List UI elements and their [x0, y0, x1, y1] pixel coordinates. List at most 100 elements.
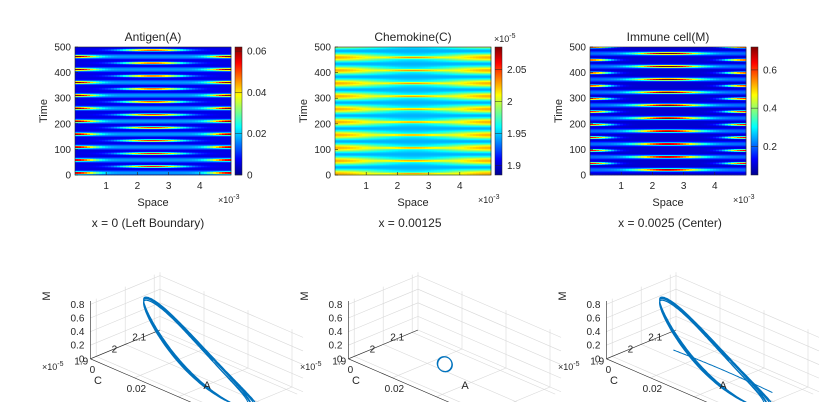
heatmap-cell [171, 88, 175, 90]
heatmap-cell [84, 78, 88, 80]
heatmap-cell [222, 99, 226, 101]
heatmap-cell [228, 77, 232, 79]
heatmap-cell [192, 51, 196, 53]
heatmap-cell [210, 61, 214, 63]
heatmap-cell [93, 107, 97, 109]
heatmap-cell [153, 85, 157, 87]
heatmap-cell [87, 87, 91, 89]
heatmap-cell [108, 62, 112, 64]
heatmap-cell [117, 84, 121, 86]
heatmap-cell [87, 67, 91, 69]
heatmap-cell [162, 85, 166, 87]
heatmap-cell [213, 87, 217, 89]
heatmap-cell [138, 72, 142, 74]
heatmap-cell [84, 109, 88, 111]
heatmap-cell [87, 83, 91, 85]
heatmap-cell [117, 116, 121, 118]
heatmap-cell [189, 50, 193, 52]
heatmap-cell [102, 55, 106, 57]
heatmap-cell [81, 77, 85, 79]
heatmap-cell [138, 89, 142, 91]
heatmap-cell [141, 83, 145, 85]
heatmap-cell [138, 111, 142, 113]
heatmap-cell [144, 91, 148, 93]
heatmap-cell [78, 65, 82, 67]
heatmap-cell [207, 84, 211, 86]
heatmap-cell [153, 115, 157, 117]
heatmap-cell [81, 73, 85, 75]
heatmap-cell [225, 102, 229, 104]
heatmap-cell [168, 86, 172, 88]
heatmap-cell [108, 93, 112, 95]
heatmap-cell [171, 110, 175, 112]
heatmap-cell [147, 79, 151, 81]
heatmap-cell [81, 99, 85, 101]
heatmap-cell [225, 113, 229, 115]
heatmap-cell [195, 102, 199, 104]
heatmap-cell [99, 112, 103, 114]
heatmap-cell [138, 110, 142, 112]
heatmap-cell [99, 106, 103, 108]
heatmap-cell [90, 88, 94, 90]
heatmap-cell [216, 81, 220, 83]
heatmap-cell [204, 69, 208, 71]
heatmap-cell [174, 60, 178, 62]
heatmap-cell [114, 64, 118, 66]
heatmap-cell [147, 91, 151, 93]
heatmap-cell [207, 94, 211, 96]
heatmap-cell [75, 64, 79, 66]
heatmap-cell [195, 82, 199, 84]
heatmap-cell [105, 63, 109, 65]
heatmap-cell [111, 94, 115, 96]
heatmap-cell [102, 93, 106, 95]
heatmap-cell [207, 89, 211, 91]
heatmap-cell [111, 65, 115, 67]
heatmap-cell [78, 92, 82, 94]
heatmap-cell [195, 52, 199, 54]
heatmap-cell [201, 115, 205, 117]
heatmap-cell [171, 47, 175, 49]
heatmap-cell [222, 51, 226, 53]
heatmap-cell [207, 55, 211, 57]
heatmap-cell [204, 107, 208, 109]
heatmap-cell [153, 51, 157, 53]
heatmap-cell [213, 62, 217, 64]
heatmap-cell [90, 79, 94, 81]
heatmap-cell [150, 95, 154, 97]
heatmap-cell [204, 110, 208, 112]
heatmap-cell [168, 49, 172, 51]
heatmap-cell [213, 76, 217, 78]
heatmap-cell [126, 86, 130, 88]
heatmap-cell [129, 99, 133, 101]
heatmap-cell [135, 106, 139, 108]
heatmap-cell [81, 51, 85, 53]
heatmap-cell [120, 74, 124, 76]
heatmap-cell [225, 95, 229, 97]
heatmap-cell [75, 118, 79, 120]
heatmap-cell [90, 53, 94, 55]
heatmap-cell [114, 73, 118, 75]
heatmap-cell [198, 70, 202, 72]
heatmap-cell [102, 79, 106, 81]
heatmap-cell [156, 79, 160, 81]
heatmap-cell [189, 115, 193, 117]
heatmap-cell [132, 73, 136, 75]
heatmap-cell [75, 51, 79, 53]
heatmap-cell [219, 117, 223, 119]
heatmap-cell [195, 77, 199, 79]
heatmap-cell [96, 94, 100, 96]
heatmap-cell [225, 89, 229, 91]
heatmap-cell [171, 63, 175, 65]
heatmap-cell [144, 67, 148, 69]
heatmap-cell [132, 58, 136, 60]
heatmap-cell [177, 75, 181, 77]
heatmap-cell [159, 86, 163, 88]
heatmap-cell [153, 111, 157, 113]
heatmap-cell [93, 64, 97, 66]
heatmap-cell [123, 61, 127, 63]
heatmap-cell [132, 49, 136, 51]
heatmap-cell [78, 90, 82, 92]
heatmap-cell [219, 63, 223, 65]
heatmap-cell [84, 61, 88, 63]
heatmap-cell [78, 83, 82, 85]
